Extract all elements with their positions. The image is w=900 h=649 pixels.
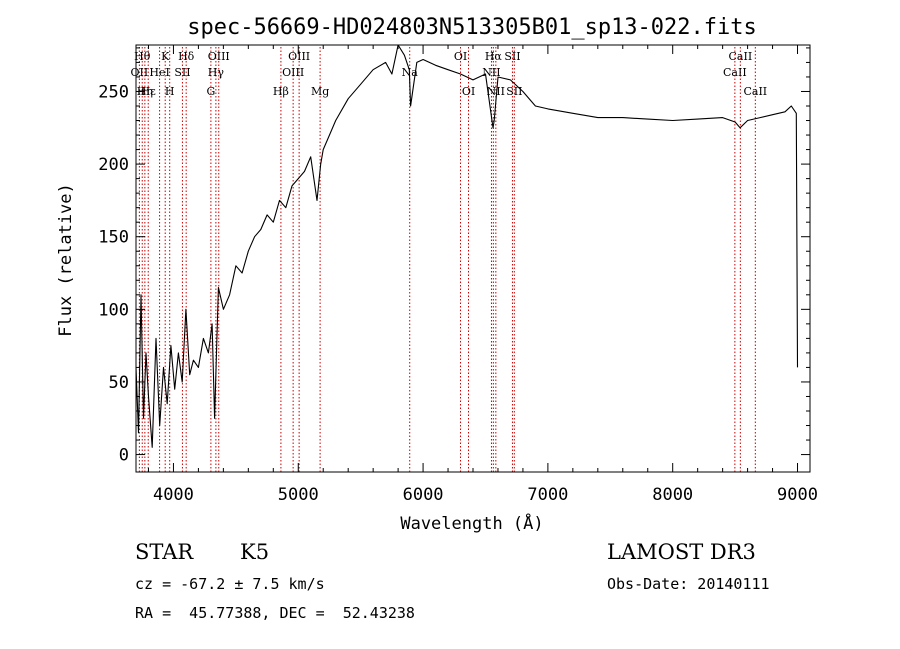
x-tick-label: 9000 bbox=[777, 485, 818, 505]
emission-line-label: OI bbox=[454, 50, 467, 63]
emission-line-label: OIII bbox=[208, 50, 230, 63]
y-tick-label: 50 bbox=[109, 373, 129, 393]
y-tick-label: 200 bbox=[98, 155, 129, 175]
emission-line-label: HeI bbox=[149, 66, 169, 79]
emission-line-label: CaII bbox=[729, 50, 753, 63]
emission-line-label: NII bbox=[487, 85, 505, 98]
chart-title: spec-56669-HD024803N513305B01_sp13-022.f… bbox=[187, 15, 757, 40]
emission-line-label: H bbox=[165, 85, 175, 98]
y-tick-label: 250 bbox=[98, 82, 129, 102]
emission-line-label: SII bbox=[174, 66, 190, 79]
y-tick-label: 100 bbox=[98, 300, 129, 320]
emission-line-label: SII bbox=[504, 50, 520, 63]
plot-frame bbox=[135, 44, 811, 473]
y-tick-label: 0 bbox=[119, 446, 129, 466]
emission-line-markers bbox=[138, 47, 756, 472]
object-class: STAR bbox=[135, 540, 194, 564]
emission-line-label: OI bbox=[462, 85, 475, 98]
emission-line-label: K bbox=[161, 50, 170, 63]
emission-line-label: NII bbox=[482, 66, 500, 79]
emission-line-label: Mg bbox=[311, 85, 329, 98]
y-axis-label: Flux (relative) bbox=[56, 183, 76, 337]
redshift-info: cz = -67.2 ± 7.5 km/s bbox=[135, 575, 325, 593]
x-tick-label: 8000 bbox=[652, 485, 693, 505]
x-axis-ticks: 4000 5000 6000 7000 8000 9000 bbox=[147, 45, 818, 505]
y-axis-ticks: 0 50 100 150 200 250 bbox=[98, 47, 810, 466]
obs-date: Obs-Date: 20140111 bbox=[607, 575, 770, 593]
emission-line-label: OII bbox=[131, 66, 149, 79]
coordinates: RA = 45.77388, DEC = 52.43238 bbox=[135, 604, 415, 622]
emission-line-label: CaII bbox=[723, 66, 747, 79]
spectrum-line bbox=[135, 44, 799, 448]
x-tick-label: 6000 bbox=[403, 485, 444, 505]
emission-line-label: Hδ bbox=[178, 50, 195, 63]
survey-name: LAMOST DR3 bbox=[607, 540, 756, 564]
y-tick-label: 150 bbox=[98, 228, 129, 248]
x-tick-label: 5000 bbox=[278, 485, 319, 505]
object-subclass: K5 bbox=[240, 540, 270, 564]
emission-line-label: Hα bbox=[485, 50, 503, 63]
spectrum-series bbox=[135, 44, 799, 448]
emission-line-label: Hε bbox=[141, 85, 157, 98]
emission-line-label: SII bbox=[506, 85, 522, 98]
x-tick-label: 7000 bbox=[527, 485, 568, 505]
emission-line-label: OIII bbox=[282, 66, 304, 79]
emission-line-label: Hγ bbox=[208, 66, 225, 79]
x-tick-label: 4000 bbox=[153, 485, 194, 505]
emission-line-label: OIII bbox=[288, 50, 310, 63]
emission-line-label: CaII bbox=[743, 85, 767, 98]
x-axis-label: Wavelength (Å) bbox=[400, 512, 543, 534]
emission-line-labels: OIIHθHηHεHeIKHSIIHδGHγOIIIHβOIIIOIIIMgNa… bbox=[131, 50, 768, 98]
emission-line-label: G bbox=[206, 85, 215, 98]
emission-line-label: Hθ bbox=[134, 50, 151, 63]
emission-line-label: Hβ bbox=[273, 85, 289, 98]
